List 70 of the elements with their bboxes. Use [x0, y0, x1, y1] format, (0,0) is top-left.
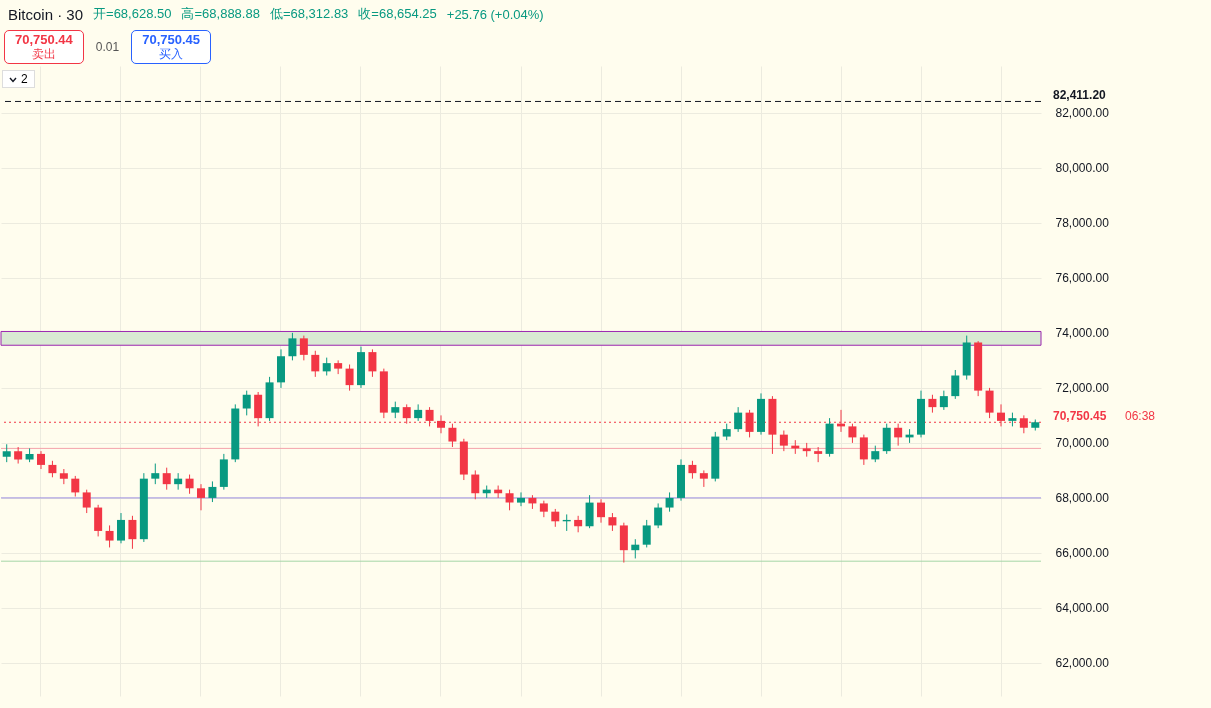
text: 收=68,654.25: [358, 5, 437, 23]
candlestick: [299, 335, 308, 361]
candlestick: [597, 498, 605, 524]
candlestick: [699, 469, 708, 488]
y-tick-label: 82,000.00: [1055, 106, 1110, 121]
candlestick: [951, 369, 960, 400]
y-tick-label: 80,000.00: [1055, 161, 1110, 176]
candlestick: [939, 390, 948, 411]
y-tick-label: 76,000.00: [1055, 271, 1110, 286]
candlestick: [242, 390, 251, 416]
candlestick: [517, 491, 525, 507]
chart-title: Bitcoin · 30: [8, 5, 84, 23]
candlestick: [631, 538, 640, 559]
candlestick: [345, 363, 354, 392]
ref-line-label: 70,750.45: [1053, 409, 1107, 424]
candlestick: [471, 469, 480, 500]
y-tick-label: 78,000.00: [1055, 216, 1110, 231]
text: 70,750.44: [15, 32, 73, 47]
candlestick: [859, 434, 868, 466]
y-tick-label: 66,000.00: [1055, 546, 1110, 561]
candlestick: [185, 474, 194, 495]
y-tick-label: 74,000.00: [1055, 326, 1110, 341]
candlestick: [208, 480, 217, 503]
candlestick: [151, 463, 160, 485]
candlestick: [174, 472, 183, 491]
text: +25.76 (+0.04%): [446, 6, 544, 22]
y-tick-label: 64,000.00: [1055, 601, 1110, 616]
y-tick-label: 68,000.00: [1055, 491, 1110, 506]
candlestick: [814, 446, 823, 463]
candlestick: [311, 350, 320, 378]
candlestick: [448, 423, 457, 448]
annotation: 2: [21, 72, 28, 86]
candlestick: [894, 423, 903, 447]
candlestick: [14, 446, 23, 465]
candlestick: [574, 515, 583, 533]
candlestick: [334, 359, 343, 375]
candlestick: [162, 467, 171, 491]
candlestick: [197, 483, 205, 511]
y-tick-label: 72,000.00: [1055, 381, 1110, 396]
ref-line-label: 82,411.20: [1053, 88, 1107, 103]
candlestick: [128, 515, 137, 550]
y-tick-label: 62,000.00: [1055, 656, 1110, 671]
candlestick: [848, 423, 857, 444]
text: 0.01: [95, 40, 120, 54]
candlestick: [59, 468, 68, 485]
text: 06:38: [1125, 409, 1156, 424]
candlestick: [985, 387, 994, 419]
candlestick: [779, 430, 788, 452]
candlestick: [585, 494, 594, 529]
y-tick-label: 70,000.00: [1055, 436, 1110, 451]
candlestick: [654, 502, 663, 529]
candlestick: [882, 423, 891, 455]
candlestick: [505, 489, 514, 511]
candlestick: [82, 489, 91, 514]
candlestick: [105, 524, 114, 548]
text: 高=68,888.88: [181, 5, 260, 23]
candlestick: [71, 475, 80, 498]
candlestick: [368, 348, 377, 378]
candlestick: [117, 512, 125, 544]
text: 70,750.45: [142, 32, 201, 47]
candlestick: [94, 504, 103, 537]
candlestick: [642, 519, 651, 548]
candlestick: [288, 332, 297, 361]
candlestick: [665, 491, 674, 513]
text: 卖出: [30, 47, 57, 61]
text: 低=68,312.83: [269, 5, 349, 23]
candlestick: [734, 406, 743, 433]
candlestick: [414, 403, 423, 422]
text: 买入: [158, 47, 185, 61]
text: 开=68,628.50: [93, 5, 172, 23]
